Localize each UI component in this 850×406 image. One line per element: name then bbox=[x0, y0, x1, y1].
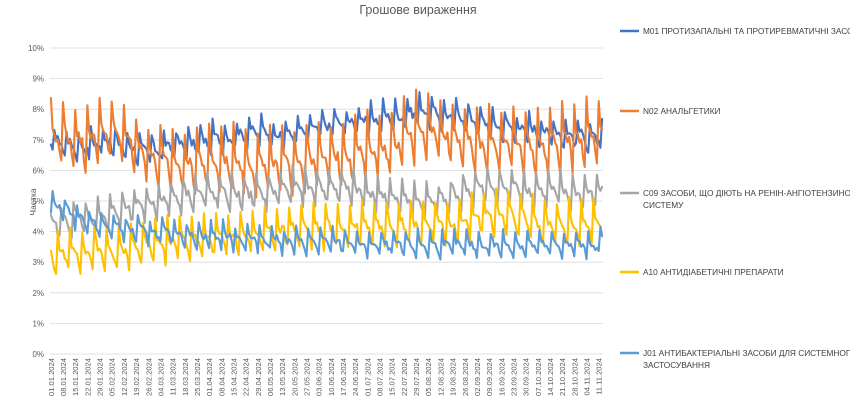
y-axis-title: Частка bbox=[28, 188, 38, 215]
x-tick-label: 26.08.2024 bbox=[461, 358, 470, 396]
x-tick-label: 13.05.2024 bbox=[278, 358, 287, 396]
x-tick-label: 04.11.2024 bbox=[582, 358, 591, 395]
y-tick-label: 4% bbox=[32, 228, 44, 237]
x-tick-label: 05.02.2024 bbox=[108, 358, 117, 396]
x-tick-label: 01.04.2024 bbox=[205, 358, 214, 396]
x-tick-label: 07.10.2024 bbox=[534, 358, 543, 396]
legend-label: C09 ЗАСОБИ, ЩО ДІЮТЬ НА РЕНІН-АНГІОТЕНЗИ… bbox=[643, 188, 850, 210]
x-tick-label: 03.06.2024 bbox=[315, 358, 324, 396]
x-tick-label: 15.07.2024 bbox=[388, 358, 397, 396]
x-tick-label: 22.01.2024 bbox=[83, 358, 92, 396]
legend-label: J01 АНТИБАКТЕРІАЛЬНІ ЗАСОБИ ДЛЯ СИСТЕМНО… bbox=[643, 348, 850, 370]
x-tick-label: 20.05.2024 bbox=[290, 358, 299, 396]
chart-title: Грошове вираження bbox=[359, 3, 476, 17]
x-tick-label: 21.10.2024 bbox=[558, 358, 567, 396]
x-axis-ticks: 01.01.2024 08.01.2024 15.01.2024 22.01.2024… bbox=[47, 358, 604, 396]
x-tick-label: 19.08.2024 bbox=[449, 358, 458, 396]
x-tick-label: 02.09.2024 bbox=[473, 358, 482, 396]
x-tick-label: 15.01.2024 bbox=[71, 358, 80, 396]
y-tick-label: 9% bbox=[32, 75, 44, 84]
x-tick-label: 08.04.2024 bbox=[217, 358, 226, 396]
x-tick-label: 17.06.2024 bbox=[339, 358, 348, 396]
y-axis-ticks: 0% 1% 2% 3% 4% 5% 6% 7% 8% 9% 10% bbox=[28, 44, 44, 359]
x-tick-label: 23.09.2024 bbox=[509, 358, 518, 396]
x-tick-label: 12.08.2024 bbox=[436, 358, 445, 396]
legend: M01 ПРОТИЗАПАЛЬНІ ТА ПРОТИРЕВМАТИЧНІ ЗАС… bbox=[620, 26, 850, 370]
series-line bbox=[49, 91, 604, 167]
x-tick-label: 14.10.2024 bbox=[546, 358, 555, 396]
legend-label: N02 АНАЛЬГЕТИКИ bbox=[643, 106, 721, 116]
y-tick-label: 5% bbox=[32, 197, 44, 206]
x-tick-label: 05.08.2024 bbox=[424, 358, 433, 396]
x-tick-label: 18.03.2024 bbox=[181, 358, 190, 396]
x-tick-label: 28.10.2024 bbox=[570, 358, 579, 396]
y-tick-label: 1% bbox=[32, 319, 44, 328]
x-tick-label: 27.05.2024 bbox=[303, 358, 312, 396]
y-tick-label: 10% bbox=[28, 44, 44, 53]
series-line bbox=[49, 88, 604, 199]
series-line bbox=[49, 163, 604, 240]
x-tick-label: 11.03.2024 bbox=[169, 358, 178, 395]
y-tick-label: 7% bbox=[32, 136, 44, 145]
x-tick-label: 24.06.2024 bbox=[351, 358, 360, 396]
legend-label: M01 ПРОТИЗАПАЛЬНІ ТА ПРОТИРЕВМАТИЧНІ ЗАС… bbox=[643, 26, 850, 36]
x-tick-label: 15.04.2024 bbox=[229, 358, 238, 396]
x-tick-label: 09.09.2024 bbox=[485, 358, 494, 396]
x-tick-label: 25.03.2024 bbox=[193, 358, 202, 396]
x-tick-label: 11.11.2024 bbox=[595, 358, 604, 395]
x-tick-label: 19.02.2024 bbox=[132, 358, 141, 396]
x-tick-label: 22.04.2024 bbox=[242, 358, 251, 396]
x-tick-label: 29.07.2024 bbox=[412, 358, 421, 396]
x-tick-label: 08.01.2024 bbox=[59, 358, 68, 396]
series-line bbox=[49, 187, 604, 276]
x-tick-label: 01.07.2024 bbox=[363, 358, 372, 396]
x-tick-label: 12.02.2024 bbox=[120, 358, 129, 396]
x-tick-label: 04.03.2024 bbox=[156, 358, 165, 396]
x-tick-label: 01.01.2024 bbox=[47, 358, 56, 396]
x-tick-label: 10.06.2024 bbox=[327, 358, 336, 396]
series-line bbox=[49, 189, 604, 261]
x-tick-label: 08.07.2024 bbox=[376, 358, 385, 396]
x-tick-label: 06.05.2024 bbox=[266, 358, 275, 396]
legend-label: A10 АНТИДІАБЕТИЧНІ ПРЕПАРАТИ bbox=[643, 267, 784, 277]
x-tick-label: 29.04.2024 bbox=[254, 358, 263, 396]
x-tick-label: 30.09.2024 bbox=[522, 358, 531, 396]
y-tick-label: 2% bbox=[32, 289, 44, 298]
plot-area bbox=[49, 88, 604, 276]
x-tick-label: 29.01.2024 bbox=[96, 358, 105, 396]
y-tick-label: 6% bbox=[32, 166, 44, 175]
y-tick-label: 0% bbox=[32, 350, 44, 359]
x-tick-label: 22.07.2024 bbox=[400, 358, 409, 396]
y-tick-label: 3% bbox=[32, 258, 44, 267]
x-tick-label: 16.09.2024 bbox=[497, 358, 506, 396]
x-tick-label: 26.02.2024 bbox=[144, 358, 153, 396]
y-tick-label: 8% bbox=[32, 105, 44, 114]
